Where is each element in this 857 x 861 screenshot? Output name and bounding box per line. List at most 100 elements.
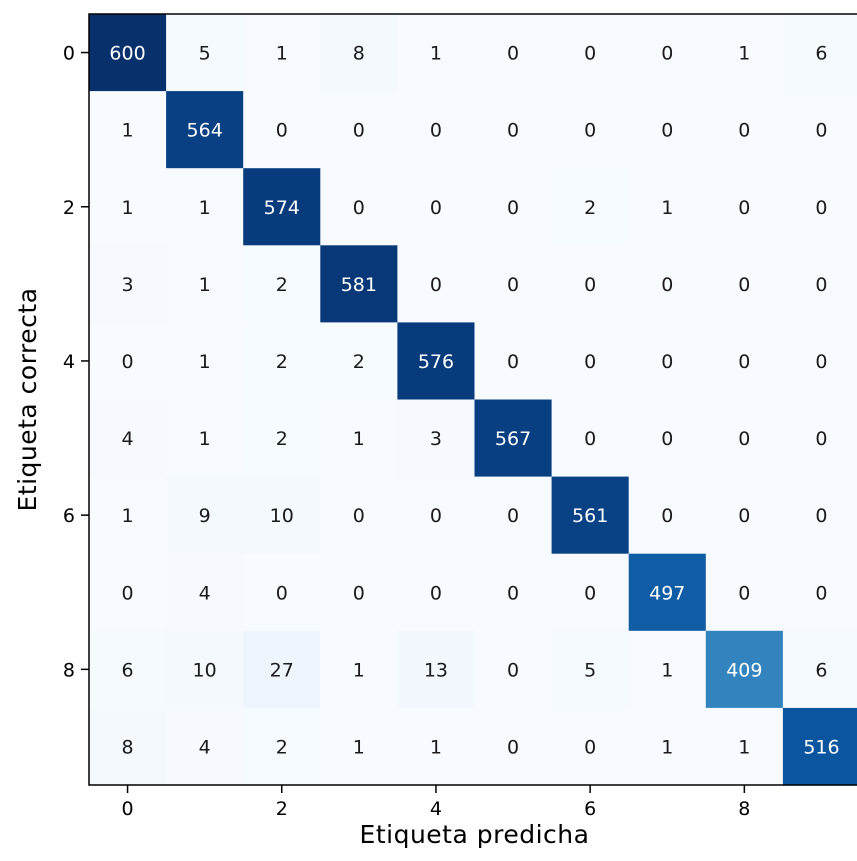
cell-value-label: 4 [199,736,211,758]
cell-value-label: 2 [276,428,288,450]
heatmap-cell [89,245,167,323]
heatmap-cell [782,399,857,478]
heatmap-cell [474,630,553,709]
heatmap-cell [551,14,630,92]
y-axis-ticks: 0 2 4 6 8 [63,43,89,681]
cell-value-label: 0 [507,736,519,758]
heatmap-cell [782,630,857,709]
heatmap-cell [320,707,398,786]
heatmap-cell [320,476,398,555]
cell-value-label: 1 [276,43,288,65]
cell-value-label: 0 [815,197,827,219]
heatmap-cell [628,168,707,246]
cell-value-label: 0 [815,351,827,373]
heatmap-cell [397,399,476,478]
cell-value-label: 0 [661,505,673,527]
heatmap-cell [551,91,630,169]
y-tick-label: 2 [63,197,75,219]
heatmap-cell [551,168,630,246]
cell-value-label: 574 [264,197,300,219]
heatmap-cell [89,630,167,709]
cell-value-label: 497 [649,582,685,604]
heatmap-cell [628,91,707,169]
cell-value-label: 1 [122,197,134,219]
heatmap-cell [243,707,321,786]
heatmap-cell [782,322,857,401]
heatmap-cell [551,707,630,786]
heatmap-cell [243,91,321,169]
heatmap-cell [705,14,784,92]
heatmap-cell [705,399,784,478]
cell-value-label: 0 [815,120,827,142]
cell-value-label: 581 [341,274,377,296]
heatmap-cell [166,91,244,169]
cell-value-label: 0 [584,274,596,296]
cell-value-label: 0 [430,274,442,296]
cell-value-label: 1 [353,736,365,758]
heatmap-cell [782,476,857,555]
cell-value-label: 1 [122,505,134,527]
heatmap-cell [628,707,707,786]
heatmap-cell [705,245,784,323]
cell-value-label: 0 [584,428,596,450]
heatmap-cell [551,553,630,632]
heatmap-cell [243,245,321,323]
heatmap-cell [551,322,630,401]
heatmap-cell [166,399,244,478]
heatmap-cell [166,322,244,401]
heatmap-cell [705,322,784,401]
cell-value-label: 0 [507,120,519,142]
heatmap-cell [705,476,784,555]
heatmap-cell [628,14,707,92]
heatmap-cell [474,14,553,92]
heatmap-cell [474,91,553,169]
heatmap-cell [89,553,167,632]
cell-value-label: 0 [738,505,750,527]
cell-value-label: 1 [353,428,365,450]
heatmap-cell [166,14,244,92]
x-tick-label: 0 [122,798,134,820]
cell-value-label: 0 [738,197,750,219]
heatmap-cell [705,91,784,169]
cell-value-label: 561 [572,505,608,527]
cell-value-label: 0 [584,120,596,142]
heatmap-cell [320,91,398,169]
heatmap-cell [397,91,476,169]
heatmap-cell [243,399,321,478]
cell-value-label: 0 [738,428,750,450]
heatmap-cells [89,14,857,786]
cell-value-label: 0 [584,351,596,373]
heatmap-cell [89,14,167,92]
cell-value-label: 4 [199,582,211,604]
cell-value-label: 6 [815,43,827,65]
heatmap-cell [397,168,476,246]
cell-value-label: 0 [584,736,596,758]
heatmap-cell [89,91,167,169]
heatmap-cell [320,245,398,323]
cell-value-label: 8 [122,736,134,758]
cell-value-label: 2 [276,274,288,296]
heatmap-cell [474,322,553,401]
cell-value-label: 0 [276,120,288,142]
heatmap-cell [166,630,244,709]
cell-value-label: 0 [353,505,365,527]
cell-value-label: 600 [109,43,145,65]
cell-value-label: 564 [187,120,223,142]
heatmap-cell [474,168,553,246]
cell-value-label: 1 [661,197,673,219]
cell-value-label: 0 [430,582,442,604]
cell-value-label: 0 [430,505,442,527]
cell-value-label: 4 [122,428,134,450]
cell-value-label: 0 [430,197,442,219]
cell-value-label: 0 [815,505,827,527]
heatmap-cell [397,476,476,555]
cell-value-label: 576 [418,351,454,373]
cell-value-label: 0 [661,428,673,450]
heatmap-cell [474,707,553,786]
heatmap-cell [397,322,476,401]
heatmap-cell [320,322,398,401]
heatmap-cell [551,630,630,709]
heatmap-cell [89,168,167,246]
cell-value-label: 1 [661,659,673,681]
cell-value-label: 6 [815,659,827,681]
